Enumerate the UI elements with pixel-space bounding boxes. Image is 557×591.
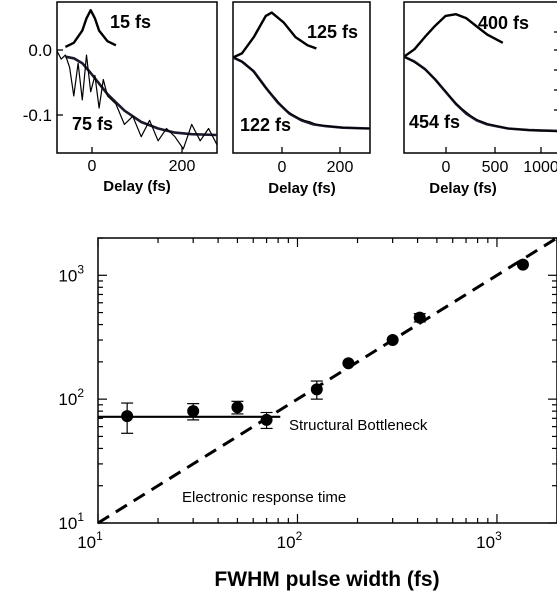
panel-a-label-bottom: 75 fs	[72, 114, 113, 134]
panel-d-frame	[97, 237, 557, 524]
data-point-7	[413, 311, 426, 324]
y-tick-exponent: 1	[77, 510, 84, 524]
data-point-4	[310, 383, 323, 396]
x-tick-exponent: 1	[96, 529, 103, 543]
panel-a-pulse-curve	[64, 8, 117, 48]
panel-b-label-bottom: 122 fs	[240, 115, 291, 135]
panel-c: 400 fs 454 fs 0 500 1000 Delay (fs)	[403, 1, 557, 197]
data-point-2	[231, 401, 244, 414]
x-tick-label-1: 102	[277, 529, 303, 552]
panel-c-xtick-label-0: 0	[442, 159, 451, 176]
panel-c-label-bottom: 454 fs	[409, 112, 460, 132]
panel-c-xtick-label-2: 1000	[523, 159, 557, 176]
y-tick-exponent: 2	[77, 386, 84, 400]
panel-c-xlabel: Delay (fs)	[429, 180, 497, 197]
panel-b-frame	[232, 1, 371, 154]
panel-b-label-top: 125 fs	[307, 22, 358, 42]
data-point-6	[386, 334, 399, 347]
x-tick-label-0: 101	[77, 529, 103, 552]
data-point-0	[121, 410, 134, 423]
y-tick-label-0: 101	[58, 510, 84, 533]
x-tick-exponent: 2	[296, 529, 303, 543]
panel-a-ytick-label-0: 0.0	[28, 41, 52, 60]
diagonal-annotation: Electronic response time	[182, 489, 346, 506]
panel-a-frame	[56, 1, 218, 154]
data-point-1	[187, 405, 200, 418]
panel-b: 125 fs 122 fs 0 200 Delay (fs)	[232, 1, 371, 197]
panel-a-xlabel: Delay (fs)	[103, 178, 171, 195]
y-tick-label-1: 102	[58, 386, 84, 409]
data-point-3	[260, 413, 273, 426]
panel-a-xtick-label-1: 200	[169, 158, 196, 175]
data-point-5	[342, 357, 355, 370]
x-tick-label-2: 103	[476, 529, 502, 552]
panel-b-data-curve	[232, 56, 370, 130]
panel-b-xtick-label-0: 0	[278, 159, 287, 176]
plateau-annotation: Structural Bottleneck	[289, 417, 428, 434]
panel-b-xlabel: Delay (fs)	[268, 180, 336, 197]
x-tick-exponent: 3	[495, 529, 502, 543]
data-point-8	[516, 258, 529, 271]
diagonal-line	[97, 236, 557, 525]
panel-a: 15 fs 75 fs 0.0 -0.1 0 200 Delay (fs)	[23, 1, 218, 195]
panel-a-fit-curve	[65, 55, 218, 137]
panel-c-xtick-label-1: 500	[482, 159, 509, 176]
y-tick-label-2: 103	[58, 262, 84, 285]
panel-c-frame	[403, 1, 557, 154]
panel-d: 101 102 103 101 102 103 Structural Bottleneck…	[58, 236, 557, 591]
panel-c-label-top: 400 fs	[478, 13, 529, 33]
y-tick-exponent: 3	[77, 262, 84, 276]
panel-a-ytick-label-1: -0.1	[23, 106, 52, 125]
panel-c-pulse-curve	[403, 12, 504, 58]
panel-a-xtick-label-0: 0	[88, 158, 97, 175]
panel-c-data-curve	[403, 56, 557, 133]
panel-a-data-curve	[56, 50, 218, 150]
panel-d-xlabel: FWHM pulse width (fs)	[214, 568, 439, 591]
panel-b-pulse-curve	[232, 11, 317, 59]
panel-b-xtick-label-1: 200	[327, 159, 354, 176]
panel-a-label-top: 15 fs	[110, 12, 151, 32]
